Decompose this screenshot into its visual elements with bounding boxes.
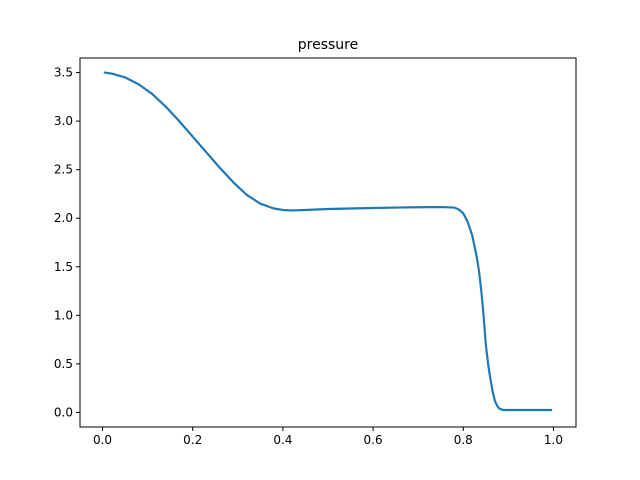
- y-tick-label: 1.5: [54, 260, 73, 274]
- plot-area-frame: [79, 57, 577, 428]
- y-axis-ticks: 0.0 0.5 1.0 1.5 2.0 2.5 3.0 3.5: [54, 66, 80, 419]
- y-tick-label: 3.5: [54, 66, 73, 80]
- y-tick-label: 0.5: [54, 357, 73, 371]
- y-tick-label: 2.5: [54, 163, 73, 177]
- series-line-pressure: [103, 71, 553, 412]
- chart-title: pressure: [298, 37, 358, 53]
- y-tick-label: 1.0: [54, 308, 73, 322]
- x-axis-ticks: 0.0 0.2 0.4 0.6 0.8 1.0: [93, 427, 563, 447]
- x-tick-label: 0.6: [364, 433, 383, 447]
- x-tick-label: 0.0: [93, 433, 112, 447]
- x-tick-label: 0.2: [183, 433, 202, 447]
- x-tick-label: 0.4: [273, 433, 292, 447]
- x-tick-label: 1.0: [544, 433, 563, 447]
- y-tick-label: 3.0: [54, 114, 73, 128]
- y-tick-label: 2.0: [54, 211, 73, 225]
- y-tick-label: 0.0: [54, 405, 73, 419]
- x-tick-label: 0.8: [454, 433, 473, 447]
